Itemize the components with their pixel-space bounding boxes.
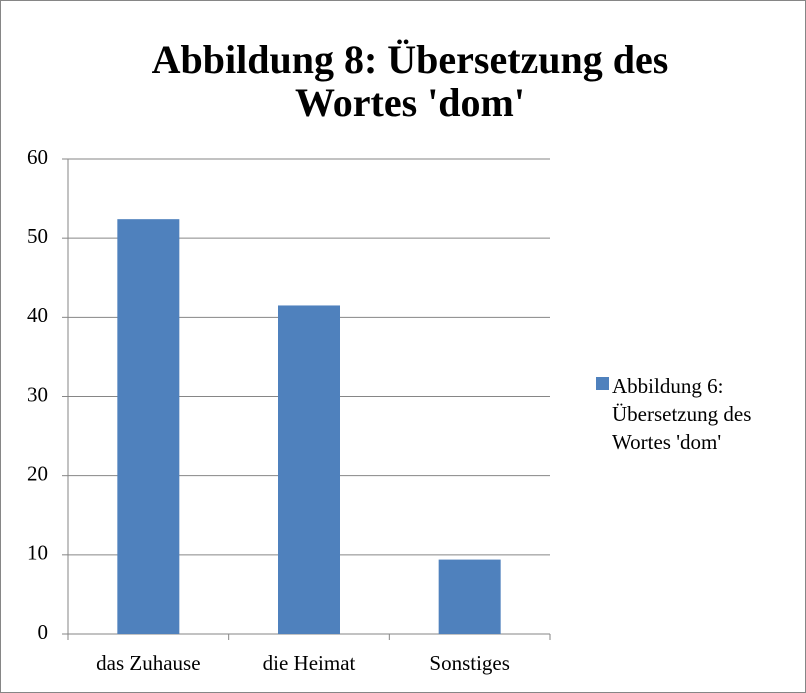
bar	[278, 305, 340, 634]
y-tick-label: 20	[27, 461, 48, 485]
y-tick-label: 40	[27, 303, 48, 327]
legend-label: Abbildung 6: Übersetzung des Wortes 'dom…	[612, 374, 752, 454]
y-tick-label: 0	[38, 620, 49, 644]
y-tick-label: 30	[27, 382, 48, 406]
y-tick-label: 60	[27, 145, 48, 169]
y-tick-label: 50	[27, 224, 48, 248]
legend-swatch	[596, 377, 609, 390]
x-tick-label: das Zuhause	[96, 651, 200, 675]
bar	[117, 219, 180, 634]
x-tick-label: Sonstiges	[429, 651, 510, 675]
x-tick-label: die Heimat	[263, 651, 356, 675]
y-tick-label: 10	[27, 541, 48, 565]
chart-title: Abbildung 8: Übersetzung des Wortes 'dom…	[151, 37, 669, 125]
bar	[438, 559, 501, 634]
